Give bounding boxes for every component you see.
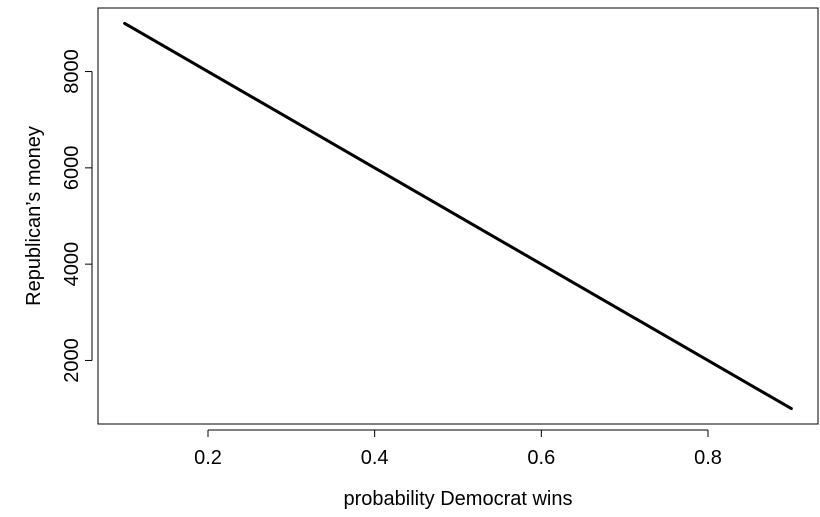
x-tick-label-2: 0.6: [527, 447, 555, 469]
x-axis: 0.2 0.4 0.6 0.8: [194, 429, 722, 469]
y-axis: 2000 4000 6000 8000: [61, 49, 93, 383]
series-layer: [123, 21, 793, 411]
y-tick-label-2: 6000: [61, 146, 83, 191]
y-axis-title: Republican’s money: [23, 126, 45, 306]
y-tick-label-1: 4000: [61, 242, 83, 287]
y-tick-label-0: 2000: [61, 338, 83, 383]
plot-frame: [97, 7, 819, 425]
y-tick-label-3: 8000: [61, 49, 83, 94]
x-tick-label-1: 0.4: [361, 447, 389, 469]
x-axis-title: probability Democrat wins: [344, 488, 573, 510]
series-line-0: [123, 21, 793, 411]
x-tick-label-3: 0.8: [694, 447, 722, 469]
x-tick-label-0: 0.2: [194, 447, 222, 469]
